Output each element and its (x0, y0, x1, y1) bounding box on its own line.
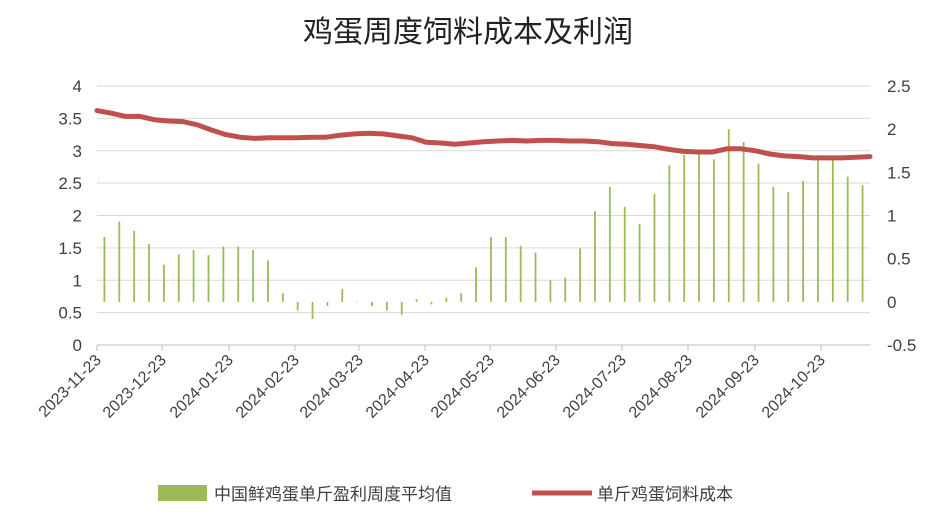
bar (564, 277, 567, 302)
bar (296, 301, 299, 311)
bar (727, 129, 730, 302)
legend-bar-label: 中国鲜鸡蛋单斤盈利周度平均值 (214, 485, 452, 505)
x-tick-label: 2024-04-23 (363, 352, 433, 422)
bar (698, 153, 700, 302)
left-tick-label: 4 (73, 77, 82, 96)
bar (608, 187, 611, 302)
left-tick-label: 3 (73, 142, 82, 161)
x-tick-label: 2024-08-23 (626, 352, 696, 422)
bar (787, 192, 790, 302)
bar (222, 246, 225, 302)
bar (430, 301, 433, 305)
legend-line-label: 单斤鸡蛋饲料成本 (597, 485, 733, 505)
right-tick-label: -0.5 (887, 336, 916, 355)
bar (400, 301, 403, 315)
bar (683, 155, 686, 302)
bar (623, 206, 626, 302)
bar (385, 301, 388, 311)
line-series (94, 108, 873, 161)
bar (192, 250, 195, 302)
bar (534, 252, 537, 302)
bar (177, 254, 180, 302)
right-tick-label: 0 (887, 293, 896, 312)
left-tick-label: 1.5 (58, 239, 82, 258)
bar-series (103, 129, 864, 320)
bar (653, 193, 656, 302)
bar (713, 159, 715, 302)
bar (549, 280, 552, 302)
right-tick-label: 0.5 (887, 250, 911, 269)
bar (460, 293, 463, 302)
x-axis-ticks: 2023-11-232023-12-232024-01-232024-02-23… (36, 345, 829, 422)
legend: 中国鲜鸡蛋单斤盈利周度平均值 单斤鸡蛋饲料成本 (158, 485, 733, 505)
bar (831, 159, 834, 302)
bar (504, 237, 507, 302)
bar (341, 288, 344, 302)
bar (638, 224, 641, 302)
bar (445, 297, 448, 302)
bar (148, 243, 150, 302)
x-tick-label: 2024-09-23 (693, 352, 763, 422)
x-tick-label: 2024-07-23 (560, 352, 630, 422)
bar (861, 185, 864, 302)
bar (579, 248, 582, 302)
bar (594, 211, 596, 302)
x-tick-label: 2024-01-23 (167, 352, 237, 422)
right-tick-label: 2 (887, 120, 896, 139)
bar (817, 155, 819, 302)
bar (356, 301, 359, 303)
bar (519, 245, 522, 302)
x-tick-label: 2024-10-23 (759, 352, 829, 422)
left-tick-label: 0.5 (58, 304, 82, 323)
left-tick-label: 2 (73, 207, 82, 226)
bar (237, 246, 240, 302)
left-tick-label: 3.5 (58, 109, 82, 128)
x-tick-label: 2024-05-23 (428, 352, 498, 422)
x-tick-label: 2024-02-23 (233, 352, 303, 422)
x-tick-label: 2024-06-23 (494, 352, 564, 422)
x-tick-label: 2024-03-23 (297, 352, 367, 422)
bar (133, 231, 136, 302)
left-tick-label: 0 (73, 336, 82, 355)
bar (475, 267, 477, 302)
gridlines (97, 85, 870, 314)
bar (846, 176, 849, 302)
bar (326, 301, 329, 307)
bar (267, 260, 269, 302)
left-tick-label: 2.5 (58, 174, 82, 193)
bar (252, 250, 254, 302)
cost-line (94, 108, 873, 161)
right-tick-label: 1.5 (887, 163, 911, 182)
left-tick-label: 1 (73, 271, 82, 290)
bar (772, 187, 775, 302)
bar (668, 165, 671, 302)
x-tick-label: 2023-12-23 (100, 352, 170, 422)
bar (118, 221, 121, 302)
left-axis-ticks: 0 0.5 1 1.5 2 2.5 3 3.5 4 (58, 77, 82, 355)
bar (311, 301, 314, 320)
legend-bar-swatch (158, 485, 207, 501)
right-axis-ticks: -0.5 0 0.5 1 1.5 2 2.5 (887, 77, 916, 355)
bar (207, 255, 210, 302)
bar (281, 293, 284, 302)
bar (490, 237, 492, 302)
bar (757, 163, 760, 302)
bar (415, 299, 418, 302)
bar (103, 237, 106, 302)
chart-title: 鸡蛋周度饲料成本及利润 (303, 15, 633, 50)
right-tick-label: 1 (887, 207, 896, 226)
bar (162, 264, 165, 302)
bar (742, 142, 745, 302)
right-tick-label: 2.5 (887, 77, 911, 96)
x-tick-label: 2023-11-23 (36, 352, 105, 421)
bar (802, 180, 805, 302)
bar (371, 301, 373, 307)
